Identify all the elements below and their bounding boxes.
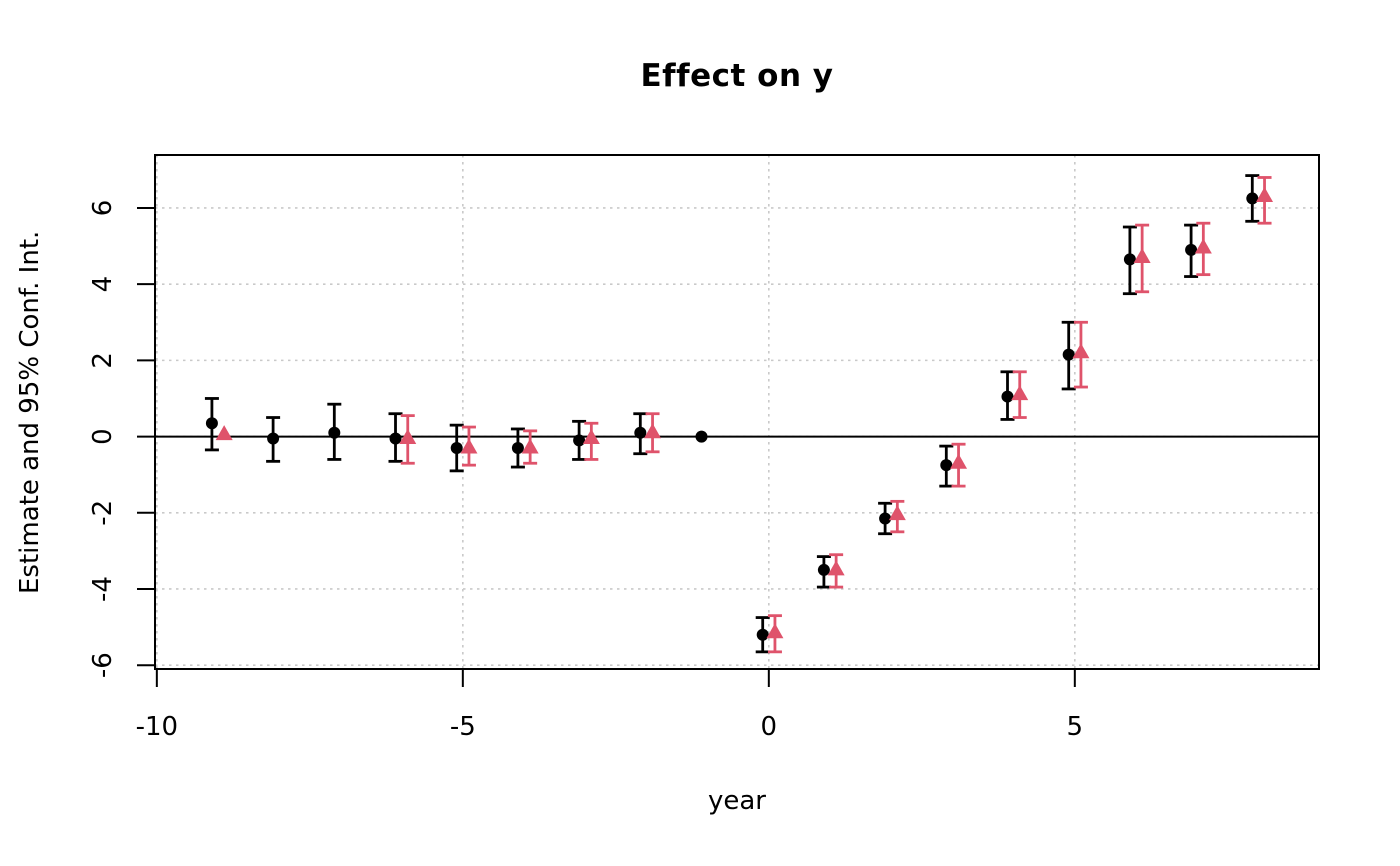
point-marker-triangle	[215, 425, 233, 441]
point-marker-triangle	[950, 453, 968, 469]
y-tick-label: -2	[88, 500, 118, 526]
point-marker-triangle	[1256, 187, 1274, 203]
x-tick-label: 0	[761, 712, 778, 742]
point-marker-circle	[1246, 192, 1259, 205]
point-marker-circle	[817, 563, 830, 576]
chart-title: Effect on y	[640, 58, 834, 94]
point-marker-triangle	[460, 438, 478, 454]
point-marker-circle	[940, 459, 953, 472]
point-marker-triangle	[766, 623, 784, 639]
point-marker-circle	[1001, 390, 1014, 403]
point-marker-circle	[511, 442, 524, 455]
point-marker-circle	[1062, 348, 1075, 361]
point-marker-triangle	[1194, 238, 1212, 254]
point-marker-circle	[267, 432, 280, 445]
point-marker-circle	[756, 628, 769, 641]
point-marker-circle	[695, 430, 708, 443]
y-tick-label: -6	[88, 652, 118, 678]
y-tick-label: -4	[88, 576, 118, 602]
point-marker-circle	[389, 432, 402, 445]
point-marker-triangle	[399, 428, 417, 444]
point-marker-circle	[328, 426, 341, 439]
point-marker-triangle	[1133, 247, 1151, 263]
point-marker-circle	[879, 512, 892, 525]
point-marker-circle	[573, 434, 586, 447]
point-marker-triangle	[521, 438, 539, 454]
point-marker-triangle	[1011, 385, 1029, 401]
x-tick-label: 5	[1067, 712, 1084, 742]
point-marker-circle	[450, 442, 463, 455]
point-marker-triangle	[888, 505, 906, 521]
point-marker-triangle	[582, 428, 600, 444]
point-marker-triangle	[1072, 343, 1090, 359]
point-marker-circle	[1185, 243, 1198, 256]
y-tick-label: 6	[88, 200, 118, 217]
point-marker-circle	[205, 417, 218, 430]
x-tick-label: -10	[136, 712, 178, 742]
y-tick-label: 4	[88, 276, 118, 293]
point-marker-circle	[634, 426, 647, 439]
y-tick-label: 2	[88, 352, 118, 369]
point-marker-circle	[1123, 253, 1136, 266]
point-marker-triangle	[827, 560, 845, 576]
y-tick-label: 0	[88, 428, 118, 445]
plot-box	[154, 154, 1320, 670]
x-axis-label: year	[707, 786, 766, 816]
x-tick-label: -5	[450, 712, 476, 742]
point-marker-triangle	[644, 423, 662, 439]
